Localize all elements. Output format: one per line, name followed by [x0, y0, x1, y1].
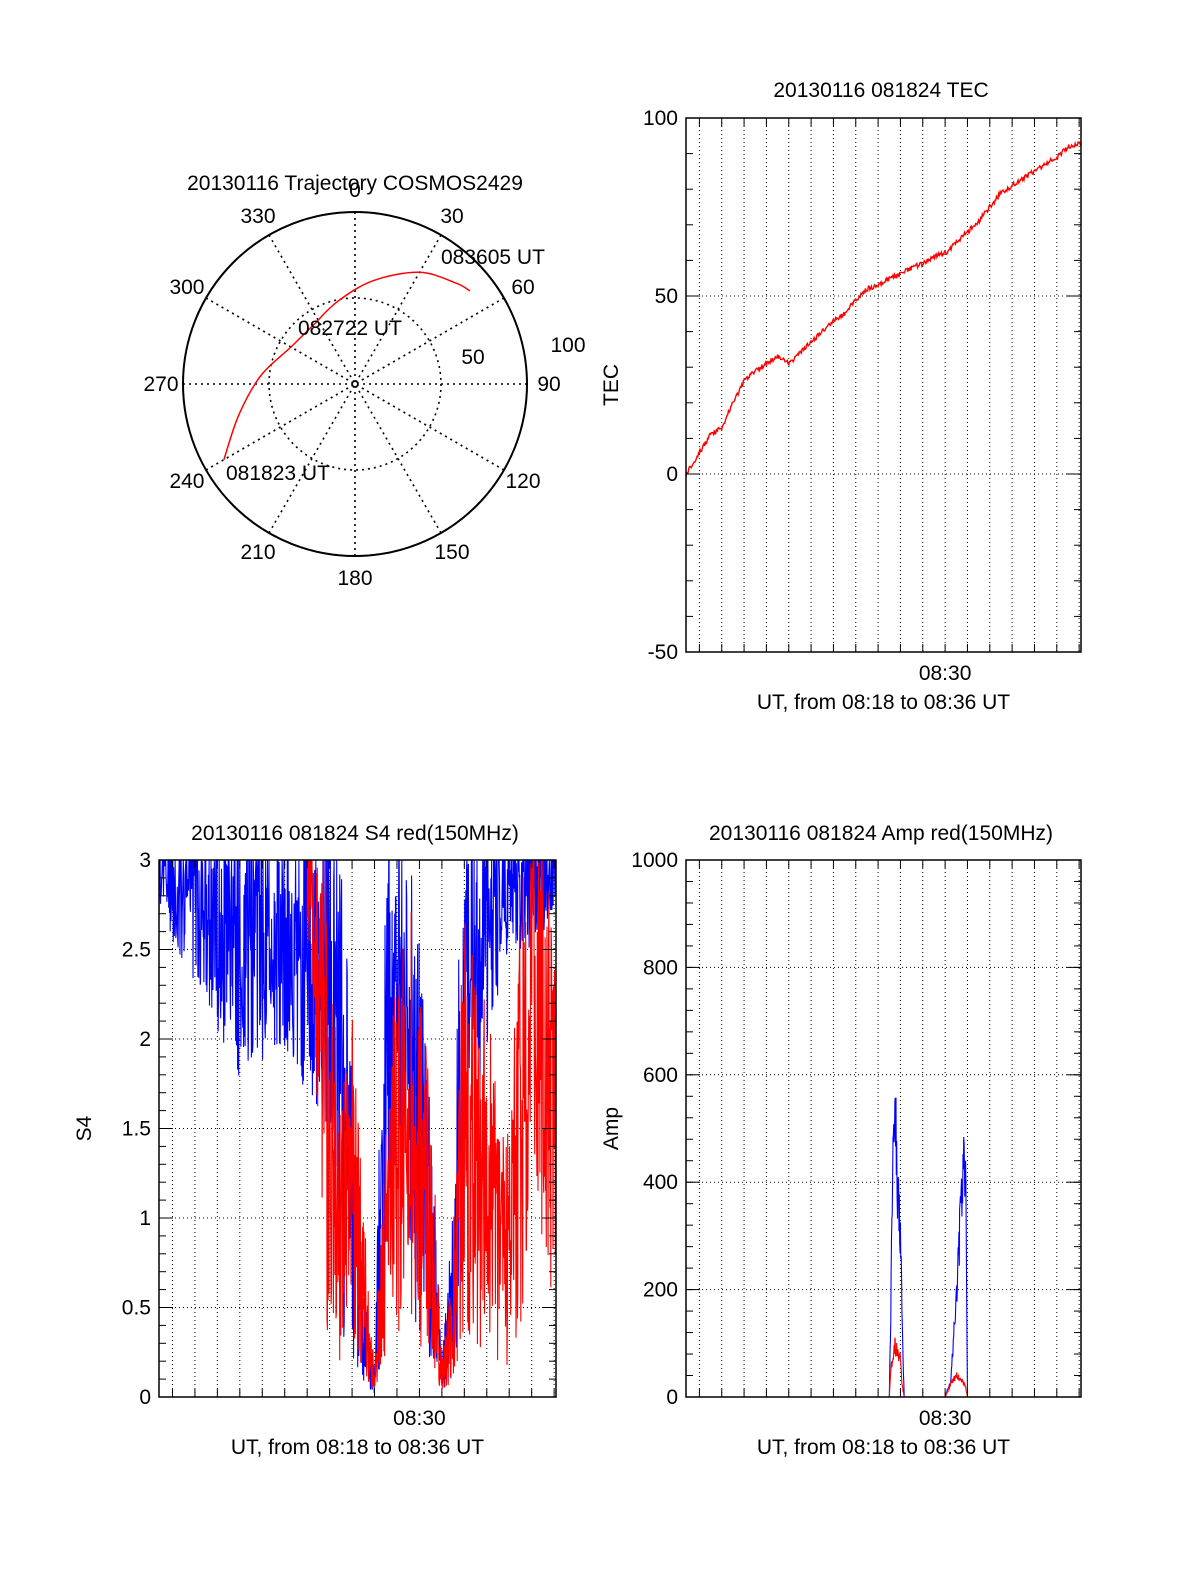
polar-elevation-label-100: 100 [550, 334, 585, 357]
polar-azimuth-label: 300 [169, 276, 204, 299]
s4-ytick-label: 3 [139, 849, 151, 872]
polar-grid [182, 211, 528, 557]
s4-ytick-label: 0 [139, 1386, 151, 1409]
s4-xlabel: UT, from 08:18 to 08:36 UT [231, 1436, 484, 1459]
s4-chart-title: 20130116 081824 S4 red(150MHz) [191, 822, 519, 845]
tec-panel: 20130116 081824 TEC 08:30 UT, from 08:18… [600, 79, 1082, 714]
polar-azimuth-label: 150 [434, 541, 469, 564]
s4-ytick-label: 1.5 [122, 1118, 151, 1141]
amp-ytick-label: 200 [643, 1279, 678, 1302]
amp-series-1 [686, 1097, 1081, 1398]
s4-series-layer [158, 858, 557, 1393]
polar-azimuth-label: 60 [511, 276, 534, 299]
tec-ytick-label: 0 [666, 463, 678, 486]
tec-ticks [686, 117, 1081, 653]
amp-ytick-label: 400 [643, 1171, 678, 1194]
polar-azimuth-label: 90 [537, 373, 560, 396]
polar-trajectory-panel: 20130116 Trajectory COSMOS2429 0 30 60 90 12… [143, 172, 585, 590]
tec-ytick-label: 50 [655, 285, 678, 308]
polar-annotation-mid: 082722 UT [298, 317, 402, 340]
polar-azimuth-label: 0 [349, 179, 361, 202]
polar-elevation-label-50: 50 [461, 346, 484, 369]
s4-ytick-label: 1 [139, 1207, 151, 1230]
amp-plot-frame [685, 859, 1082, 1398]
tec-ytick-label: 100 [643, 107, 678, 130]
tec-plot-frame [685, 117, 1082, 653]
amp-ticks [686, 859, 1081, 1398]
polar-annotation-end: 083605 UT [441, 246, 545, 269]
amp-ytick-label: 600 [643, 1064, 678, 1087]
tec-ytick-label: -50 [648, 641, 678, 664]
amp-ylabel: Amp [600, 1107, 623, 1150]
amp-ytick-label: 1000 [631, 849, 678, 872]
tec-xtick-label: 08:30 [919, 662, 972, 685]
s4-xtick-label: 08:30 [393, 1407, 446, 1430]
polar-track-line [223, 271, 471, 460]
s4-ytick-label: 2.5 [122, 939, 151, 962]
s4-ylabel: S4 [73, 1115, 96, 1141]
polar-azimuth-label: 330 [240, 205, 275, 228]
amp-xtick-label: 08:30 [919, 1407, 972, 1430]
polar-azimuth-label: 210 [240, 541, 275, 564]
s4-ytick-label: 2 [139, 1028, 151, 1051]
amp-series-layer [686, 1097, 1081, 1398]
amp-grid [686, 859, 1081, 1398]
polar-chart-title: 20130116 Trajectory COSMOS2429 [187, 172, 523, 195]
polar-azimuth-label: 180 [337, 567, 372, 590]
polar-azimuth-label: 240 [169, 470, 204, 493]
polar-azimuth-label: 30 [440, 205, 463, 228]
tec-chart-title: 20130116 081824 TEC [773, 79, 988, 102]
polar-azimuth-labels: 0 30 60 90 120 150 180 210 240 270 300 330 [143, 179, 560, 590]
s4-panel: 20130116 081824 S4 red(150MHz) 08:30 UT,… [73, 822, 557, 1459]
s4-series-2 [306, 859, 557, 1390]
polar-track-layer [223, 271, 471, 460]
s4-ticks [159, 859, 556, 1398]
amp-panel: 20130116 081824 Amp red(150MHz) 08:30 UT… [600, 822, 1082, 1459]
tec-series-layer [685, 140, 1082, 477]
polar-azimuth-label: 120 [505, 470, 540, 493]
s4-ytick-label: 0.5 [122, 1297, 151, 1320]
tec-grid [686, 117, 1081, 653]
amp-ytick-label: 0 [666, 1386, 678, 1409]
polar-annotation-start: 081823 UT [226, 462, 330, 485]
tec-ylabel: TEC [600, 364, 623, 406]
tec-xlabel: UT, from 08:18 to 08:36 UT [757, 691, 1010, 714]
amp-xlabel: UT, from 08:18 to 08:36 UT [757, 1436, 1010, 1459]
polar-azimuth-label: 270 [143, 373, 178, 396]
amp-series-2 [686, 1337, 1081, 1398]
amp-chart-title: 20130116 081824 Amp red(150MHz) [709, 822, 1053, 845]
tec-series-1 [685, 140, 1082, 477]
amp-ytick-label: 800 [643, 956, 678, 979]
